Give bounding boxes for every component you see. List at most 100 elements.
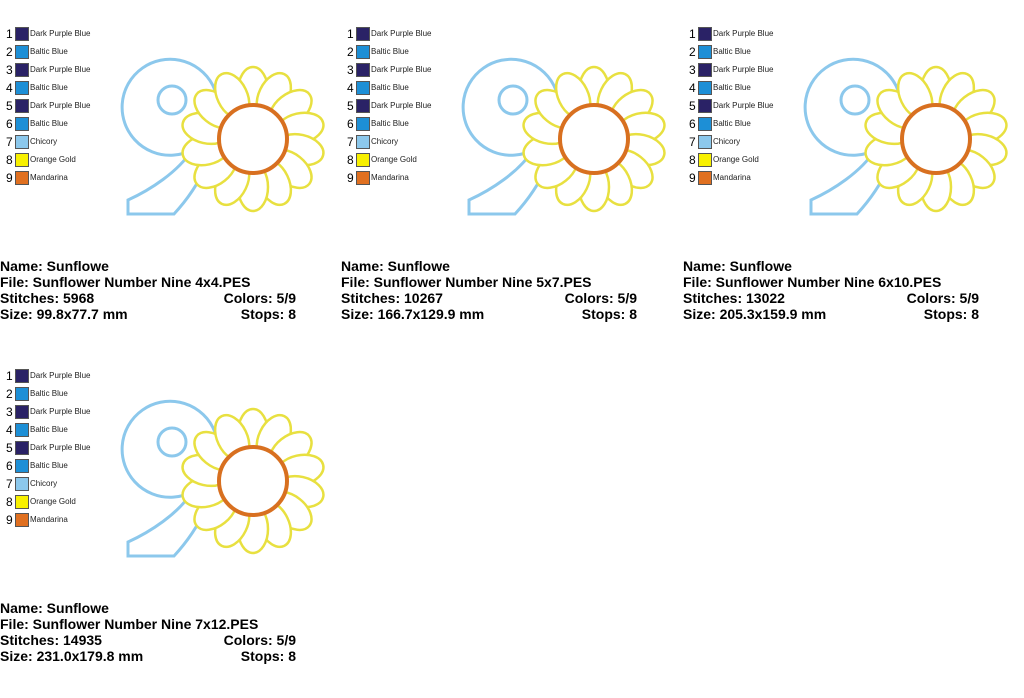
color-number: 7 [689, 135, 696, 149]
stitch-outline [120, 57, 220, 216]
size: Size: 205.3x159.9 mm [683, 306, 827, 322]
color-name: Baltic Blue [713, 83, 751, 92]
color-name: Dark Purple Blue [713, 65, 774, 74]
color-swatch [15, 495, 29, 509]
color-number: 4 [6, 81, 13, 95]
color-number: 5 [689, 99, 696, 113]
color-number: 4 [6, 423, 13, 437]
size-line: Size: 205.3x159.9 mm Stops: 8 [683, 306, 979, 322]
stitch-outline [156, 84, 188, 116]
color-swatch [698, 171, 712, 185]
color-number: 1 [6, 369, 13, 383]
color-number: 6 [689, 117, 696, 131]
color-name: Dark Purple Blue [30, 29, 91, 38]
color-number: 7 [347, 135, 354, 149]
color-swatch [15, 405, 29, 419]
color-swatch [15, 135, 29, 149]
color-name: Mandarina [371, 173, 409, 182]
color-swatch [698, 63, 712, 77]
color-swatch [15, 45, 29, 59]
stitch-outline [156, 426, 188, 458]
stitch-outline [839, 84, 871, 116]
color-name: Dark Purple Blue [713, 101, 774, 110]
color-name: Dark Purple Blue [30, 371, 91, 380]
color-swatch [698, 99, 712, 113]
color-number: 9 [6, 171, 13, 185]
stitch-outline [217, 445, 289, 517]
color-number: 2 [6, 387, 13, 401]
color-number: 5 [347, 99, 354, 113]
stitch-outline [803, 57, 903, 216]
design-panel: 1 Dark Purple Blue 2 Baltic Blue 3 Dark Purpl… [0, 342, 330, 682]
color-number: 3 [6, 63, 13, 77]
stitch-outline [558, 103, 630, 175]
size-line: Size: 99.8x77.7 mm Stops: 8 [0, 306, 296, 322]
color-number: 4 [689, 81, 696, 95]
color-swatch [15, 513, 29, 527]
color-swatch [356, 171, 370, 185]
design-info: Name: Sunflowe File: Sunflower Number Nin… [0, 258, 296, 322]
stitch-outline [497, 84, 529, 116]
color-number: 7 [6, 135, 13, 149]
color-number: 8 [689, 153, 696, 167]
color-swatch [15, 99, 29, 113]
color-swatch [356, 45, 370, 59]
color-number: 8 [6, 153, 13, 167]
size-line: Size: 166.7x129.9 mm Stops: 8 [341, 306, 637, 322]
design-panel: 1 Dark Purple Blue 2 Baltic Blue 3 Dark Purpl… [341, 0, 671, 340]
color-swatch [356, 63, 370, 77]
color-number: 5 [6, 99, 13, 113]
stitches-line: Stitches: 14935 Colors: 5/9 [0, 632, 296, 648]
color-number: 3 [689, 63, 696, 77]
color-swatch [15, 369, 29, 383]
color-name: Baltic Blue [713, 119, 751, 128]
design-panel: 1 Dark Purple Blue 2 Baltic Blue 3 Dark Purpl… [683, 0, 1013, 340]
color-swatch [698, 45, 712, 59]
color-name: Dark Purple Blue [30, 101, 91, 110]
color-name: Baltic Blue [30, 461, 68, 470]
color-number: 9 [689, 171, 696, 185]
color-name: Dark Purple Blue [30, 65, 91, 74]
size: Size: 231.0x179.8 mm [0, 648, 144, 664]
color-number: 9 [6, 513, 13, 527]
color-name: Baltic Blue [30, 83, 68, 92]
design-panel: 1 Dark Purple Blue 2 Baltic Blue 3 Dark Purpl… [0, 0, 330, 340]
file-line: File: Sunflower Number Nine 4x4.PES [0, 274, 251, 290]
size: Size: 99.8x77.7 mm [0, 306, 128, 322]
stitches: Stitches: 13022 [683, 290, 785, 306]
colors-count: Colors: 5/9 [223, 290, 296, 306]
color-swatch [15, 459, 29, 473]
color-swatch [15, 477, 29, 491]
color-swatch [698, 27, 712, 41]
color-number: 4 [347, 81, 354, 95]
stitches: Stitches: 5968 [0, 290, 95, 306]
color-name: Orange Gold [713, 155, 759, 164]
stops: Stops: 8 [923, 306, 979, 322]
stitches: Stitches: 10267 [341, 290, 443, 306]
color-swatch [698, 81, 712, 95]
color-swatch [15, 153, 29, 167]
color-name: Orange Gold [30, 497, 76, 506]
color-swatch [356, 27, 370, 41]
color-swatch [698, 117, 712, 131]
stops: Stops: 8 [581, 306, 637, 322]
colors-count: Colors: 5/9 [223, 632, 296, 648]
design-info: Name: Sunflowe File: Sunflower Number Nin… [0, 600, 296, 664]
color-swatch [15, 117, 29, 131]
stitches-line: Stitches: 5968 Colors: 5/9 [0, 290, 296, 306]
color-name: Dark Purple Blue [371, 101, 432, 110]
name-line: Name: Sunflowe [0, 258, 109, 274]
color-number: 6 [6, 117, 13, 131]
color-name: Orange Gold [30, 155, 76, 164]
color-name: Chicory [713, 137, 741, 146]
file-line: File: Sunflower Number Nine 6x10.PES [683, 274, 942, 290]
stitch-outline [461, 57, 561, 216]
size: Size: 166.7x129.9 mm [341, 306, 485, 322]
color-swatch [15, 423, 29, 437]
design-info: Name: Sunflowe File: Sunflower Number Nin… [341, 258, 637, 322]
color-number: 8 [347, 153, 354, 167]
color-name: Baltic Blue [371, 47, 409, 56]
color-number: 1 [6, 27, 13, 41]
name-line: Name: Sunflowe [683, 258, 792, 274]
color-name: Dark Purple Blue [371, 29, 432, 38]
